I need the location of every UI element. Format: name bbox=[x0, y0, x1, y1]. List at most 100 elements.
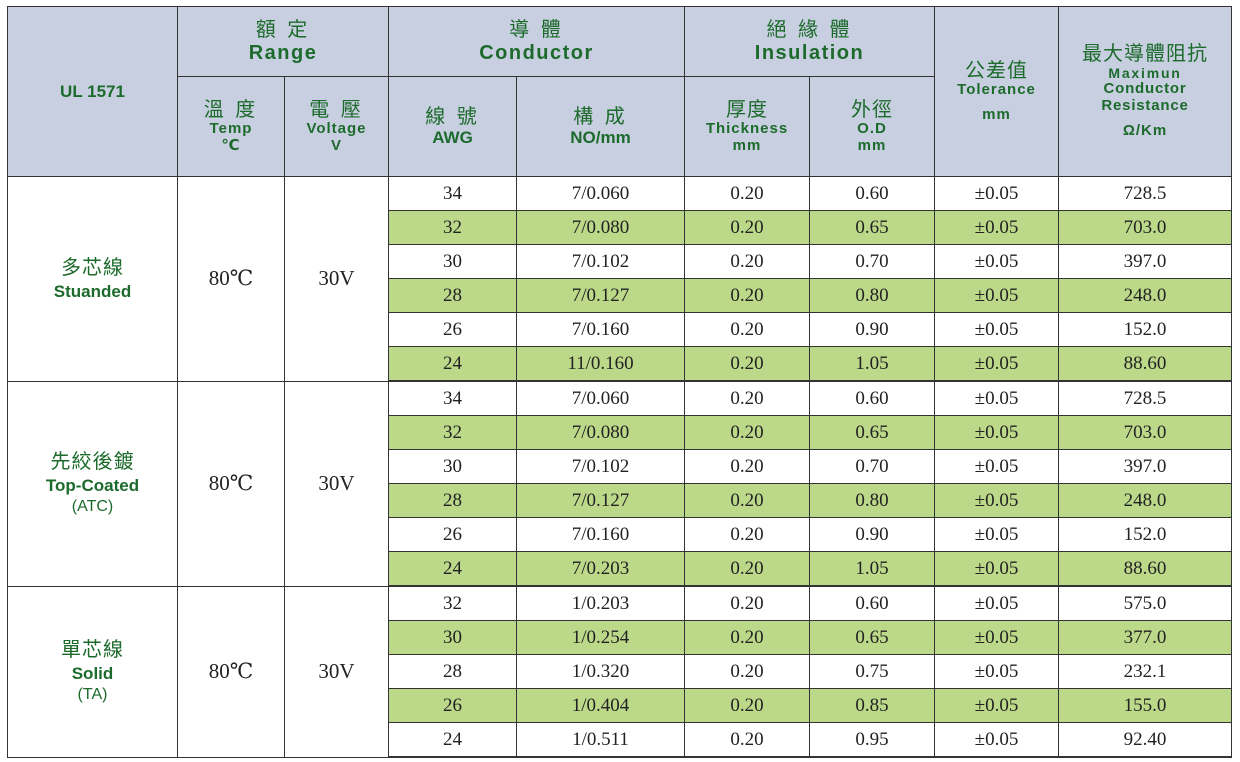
table-row: 多芯線 Stuanded 80℃ 30V 34 7/0.060 0.20 0.60 ±0.05 7… bbox=[7, 176, 1233, 382]
table-row: 30 7/0.102 0.20 0.70 ±0.05 397.0 bbox=[8, 244, 1233, 279]
table-row: 先絞後鍍 Top-Coated (ATC) 80℃ 30V 34 7/0.060 0.20 0.… bbox=[7, 380, 1233, 587]
table-row: 28 7/0.127 0.20 0.80 ±0.05 248.0 bbox=[8, 278, 1233, 313]
thickness-cell: 0.20 bbox=[684, 415, 810, 450]
awg-cell: 24 bbox=[388, 551, 517, 587]
awg-cell: 26 bbox=[388, 688, 517, 723]
conductor-label-zh: 導 體 bbox=[509, 19, 564, 42]
resistance-cell: 397.0 bbox=[1058, 244, 1233, 279]
range-label-en: Range bbox=[248, 41, 318, 64]
tolerance-cell: ±0.05 bbox=[934, 483, 1060, 518]
od-cell: 0.95 bbox=[808, 722, 936, 758]
resistance-cell: 152.0 bbox=[1058, 517, 1233, 552]
resistance-cell: 92.40 bbox=[1058, 722, 1233, 758]
tolerance-cell: ±0.05 bbox=[934, 654, 1060, 689]
temp-value: 80℃ bbox=[177, 585, 285, 758]
temp-value: 80℃ bbox=[177, 380, 285, 587]
construction-cell: 7/0.127 bbox=[516, 483, 685, 518]
resistance-cell: 703.0 bbox=[1058, 210, 1233, 245]
tolerance-cell: ±0.05 bbox=[934, 585, 1060, 621]
table-row: 28 1/0.320 0.20 0.75 ±0.05 232.1 bbox=[8, 654, 1233, 689]
od-cell: 0.65 bbox=[808, 620, 936, 655]
od-cell: 0.65 bbox=[808, 210, 936, 245]
thickness-cell: 0.20 bbox=[684, 551, 810, 587]
wire-type-en: Top-Coated bbox=[45, 476, 140, 496]
resistance-label-line3: Resistance bbox=[1101, 97, 1189, 115]
standard-label: UL 1571 bbox=[60, 81, 125, 101]
od-cell: 0.70 bbox=[808, 244, 936, 279]
construction-cell: 1/0.320 bbox=[516, 654, 685, 689]
construction-cell: 7/0.080 bbox=[516, 415, 685, 450]
tolerance-cell: ±0.05 bbox=[934, 346, 1060, 382]
thickness-cell: 0.20 bbox=[684, 176, 810, 211]
construction-cell: 1/0.511 bbox=[516, 722, 685, 758]
tolerance-label-zh: 公差值 bbox=[965, 59, 1029, 82]
tolerance-cell: ±0.05 bbox=[934, 176, 1060, 211]
construction-cell: 7/0.080 bbox=[516, 210, 685, 245]
resistance-label-line2: Conductor bbox=[1103, 80, 1187, 98]
thickness-cell: 0.20 bbox=[684, 654, 810, 689]
temp-value: 80℃ bbox=[177, 176, 285, 382]
resistance-cell: 155.0 bbox=[1058, 688, 1233, 723]
voltage-value: 30V bbox=[284, 176, 389, 382]
insulation-label-zh: 絕 緣 體 bbox=[766, 19, 853, 42]
thickness-cell: 0.20 bbox=[684, 210, 810, 245]
awg-label-zh: 線 號 bbox=[425, 105, 480, 128]
awg-cell: 24 bbox=[388, 722, 517, 758]
temp-header: 溫 度 Temp ℃ bbox=[177, 76, 285, 177]
table-row: 26 1/0.404 0.20 0.85 ±0.05 155.0 bbox=[8, 688, 1233, 723]
od-header: 外徑 O.D mm bbox=[808, 76, 936, 177]
awg-cell: 32 bbox=[388, 210, 517, 245]
awg-cell: 30 bbox=[388, 244, 517, 279]
wire-type-cell: 先絞後鍍 Top-Coated (ATC) bbox=[7, 380, 178, 587]
construction-cell: 7/0.060 bbox=[516, 380, 685, 416]
wire-type-cell: 單芯線 Solid (TA) bbox=[7, 585, 178, 758]
tolerance-cell: ±0.05 bbox=[934, 517, 1060, 552]
thickness-cell: 0.20 bbox=[684, 688, 810, 723]
construction-header: 構 成 NO/mm bbox=[516, 76, 685, 177]
od-cell: 1.05 bbox=[808, 346, 936, 382]
od-label-zh: 外徑 bbox=[851, 98, 893, 121]
voltage-label-en: Voltage bbox=[306, 119, 367, 137]
resistance-cell: 88.60 bbox=[1058, 551, 1233, 587]
thickness-cell: 0.20 bbox=[684, 312, 810, 347]
od-cell: 0.60 bbox=[808, 380, 936, 416]
construction-cell: 7/0.127 bbox=[516, 278, 685, 313]
table-row: 單芯線 Solid (TA) 80℃ 30V 32 1/0.203 0.20 0.60 ±0.05… bbox=[7, 585, 1233, 758]
thickness-cell: 0.20 bbox=[684, 483, 810, 518]
wire-type-zh: 多芯線 bbox=[61, 256, 124, 279]
awg-label-en: AWG bbox=[432, 128, 473, 148]
table-row: 24 1/0.511 0.20 0.95 ±0.05 92.40 bbox=[8, 722, 1233, 758]
table-row: 26 7/0.160 0.20 0.90 ±0.05 152.0 bbox=[8, 312, 1233, 347]
temp-label-en: Temp bbox=[209, 119, 253, 137]
temp-unit: ℃ bbox=[221, 136, 241, 154]
od-cell: 0.60 bbox=[808, 585, 936, 621]
tolerance-cell: ±0.05 bbox=[934, 722, 1060, 758]
ul1571-spec-table: UL 1571 額 定 Range 導 體 Conductor 絕 緣 體 In… bbox=[7, 6, 1233, 758]
tolerance-label-en: Tolerance bbox=[957, 80, 1036, 98]
resistance-cell: 728.5 bbox=[1058, 380, 1233, 416]
awg-cell: 24 bbox=[388, 346, 517, 382]
resistance-label-zh: 最大導體阻抗 bbox=[1082, 43, 1209, 66]
conductor-label-en: Conductor bbox=[479, 41, 594, 64]
tolerance-cell: ±0.05 bbox=[934, 620, 1060, 655]
tolerance-cell: ±0.05 bbox=[934, 244, 1060, 279]
thickness-cell: 0.20 bbox=[684, 449, 810, 484]
thickness-cell: 0.20 bbox=[684, 244, 810, 279]
wire-type-cell: 多芯線 Stuanded bbox=[7, 176, 178, 382]
insulation-label-en: Insulation bbox=[754, 41, 865, 64]
od-cell: 0.65 bbox=[808, 415, 936, 450]
od-unit: mm bbox=[857, 136, 887, 154]
construction-cell: 1/0.254 bbox=[516, 620, 685, 655]
thickness-cell: 0.20 bbox=[684, 517, 810, 552]
od-cell: 0.90 bbox=[808, 517, 936, 552]
awg-cell: 28 bbox=[388, 654, 517, 689]
awg-cell: 30 bbox=[388, 449, 517, 484]
construction-cell: 7/0.102 bbox=[516, 244, 685, 279]
tolerance-cell: ±0.05 bbox=[934, 312, 1060, 347]
tolerance-cell: ±0.05 bbox=[934, 551, 1060, 587]
resistance-unit: Ω/Km bbox=[1122, 121, 1168, 139]
construction-cell: 1/0.404 bbox=[516, 688, 685, 723]
awg-cell: 28 bbox=[388, 278, 517, 313]
awg-cell: 28 bbox=[388, 483, 517, 518]
construction-cell: 7/0.160 bbox=[516, 312, 685, 347]
